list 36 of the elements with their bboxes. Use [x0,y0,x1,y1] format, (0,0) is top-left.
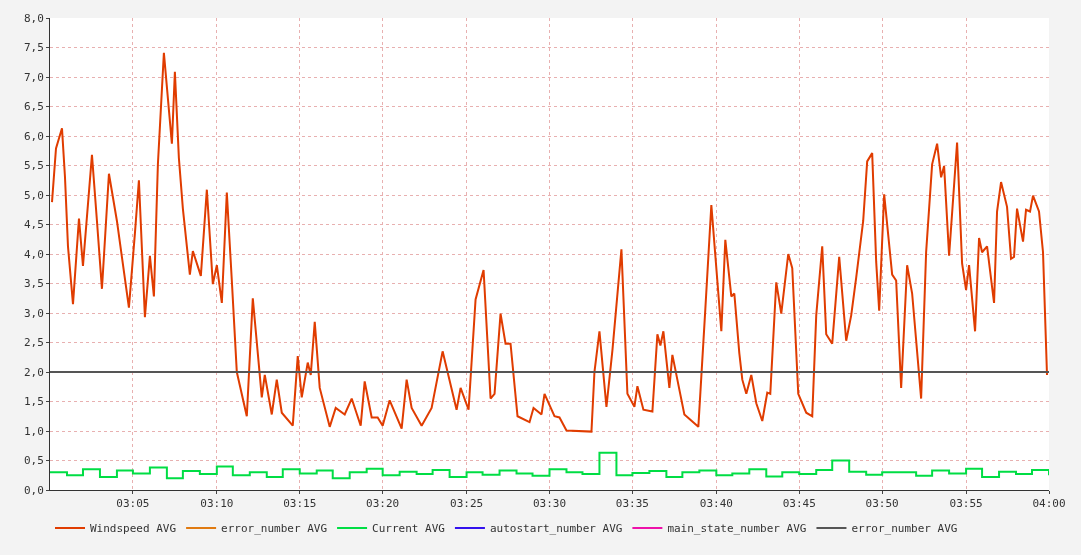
y-tick-label: 3,0 [23,306,44,320]
legend-label: main_state_number AVG [667,522,807,536]
legend-label: error_number AVG [851,522,958,536]
x-tick-label: 03:35 [615,497,649,511]
legend-label: Windspeed AVG [90,522,177,536]
x-tick-label: 03:05 [116,497,150,511]
y-tick-label: 4,0 [23,247,44,261]
y-tick-label: 2,0 [23,365,44,379]
y-tick-label: 1,5 [23,395,44,409]
y-tick-label: 7,0 [23,70,44,84]
legend-label: autostart_number AVG [489,522,623,536]
y-tick-label: 0,5 [23,454,44,468]
y-tick-label: 7,5 [23,41,44,55]
x-tick-label: 03:45 [782,497,816,511]
y-tick-label: 5,5 [23,159,44,173]
y-tick-label: 1,0 [23,424,44,438]
y-tick-label: 2,5 [23,336,44,350]
legend-label: Current AVG [372,522,445,536]
x-tick-label: 03:20 [366,497,400,511]
y-tick-label: 3,5 [23,277,44,291]
x-tick-label: 03:55 [949,497,983,511]
y-tick-label: 6,5 [23,100,44,114]
line-series [51,51,1048,433]
y-tick-label: 6,0 [23,129,44,143]
y-tick-label: 5,0 [23,188,44,202]
y-tick-label: 8,0 [23,11,44,25]
x-tick-label: 03:10 [200,497,234,511]
x-tick-label: 03:30 [532,497,567,511]
x-tick-label: 04:00 [1032,497,1066,511]
y-tick-label: 4,5 [23,218,44,232]
x-tick-label: 03:15 [283,497,317,511]
x-tick-label: 03:50 [865,497,899,511]
y-tick-label: 0,0 [23,483,44,497]
legend-label: error_number AVG [221,522,328,536]
x-tick-label: 03:40 [699,497,733,511]
x-tick-label: 03:25 [450,497,484,511]
